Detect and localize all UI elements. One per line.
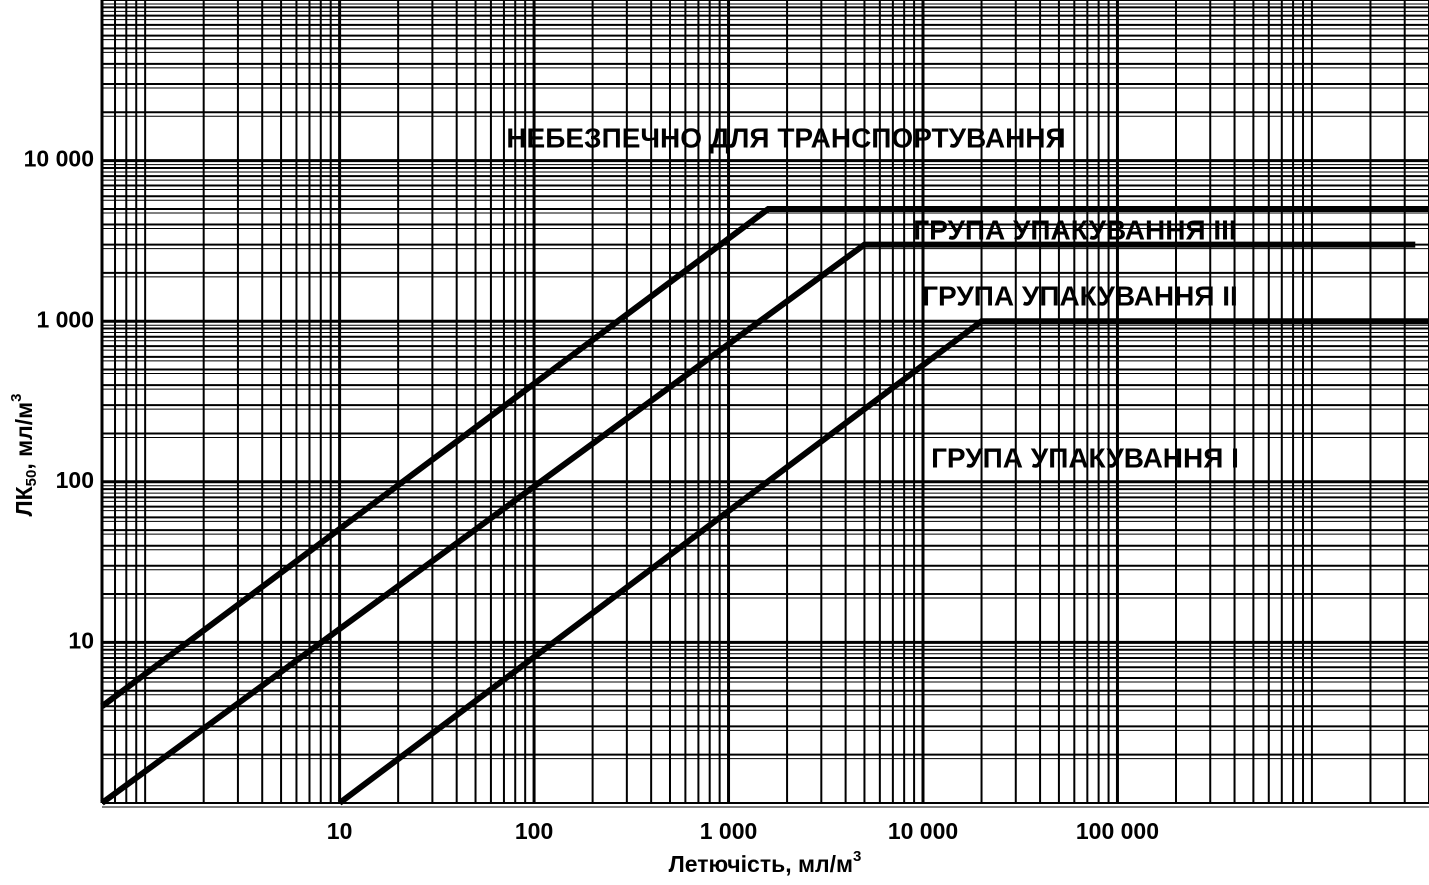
x-tick-label: 1 000 <box>700 818 758 844</box>
y-label-text: ЛК <box>11 485 37 516</box>
y-label-sub: 50 <box>23 470 40 487</box>
y-tick-label: 1 000 <box>36 306 94 332</box>
region-label: ГРУПА УПАКУВАННЯ II <box>922 280 1238 311</box>
boundary-line <box>337 318 1429 806</box>
grid <box>100 0 1429 808</box>
y-label-sup: 3 <box>8 393 25 401</box>
y-tick-label: 10 <box>68 627 94 653</box>
x-tick-label: 10 000 <box>888 818 958 844</box>
region-label: ГРУПА УПАКУВАННЯ I <box>931 442 1239 473</box>
x-label-text: Летючість, мл/м <box>669 851 853 877</box>
x-axis-label: Летючість, мл/м3 <box>669 848 862 877</box>
y-tick-label: 100 <box>56 467 94 493</box>
y-label-text2: , мл/м <box>11 402 37 470</box>
marks <box>100 205 1429 806</box>
y-tick-label: 10 000 <box>24 146 94 172</box>
x-label-sup: 3 <box>853 848 861 865</box>
region-label: НЕБЕЗПЕЧНО ДЛЯ ТРАНСПОРТУВАННЯ <box>506 122 1065 153</box>
region-label: ГРУПА УПАКУВАННЯ III <box>913 214 1236 245</box>
x-tick-label: 100 000 <box>1076 818 1159 844</box>
x-tick-label: 10 <box>327 818 353 844</box>
x-tick-label: 100 <box>515 818 553 844</box>
boundary-line <box>100 205 1429 709</box>
boundary-line <box>100 241 1416 806</box>
y-axis-label: ЛК50, мл/м3 <box>8 393 40 516</box>
